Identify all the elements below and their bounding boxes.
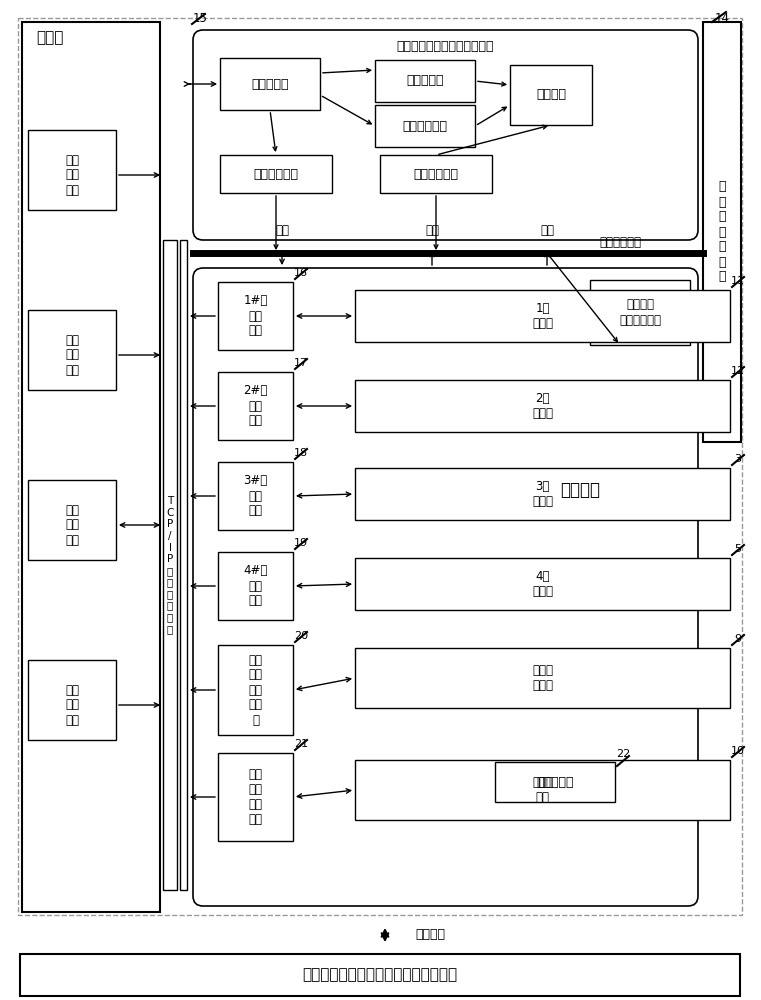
Text: 数据传输网络: 数据传输网络 bbox=[599, 236, 641, 249]
Bar bbox=[218, 282, 293, 350]
Text: 仿真
模型
切换: 仿真 模型 切换 bbox=[65, 684, 79, 726]
Bar bbox=[590, 280, 690, 345]
Text: 数据接口: 数据接口 bbox=[415, 928, 445, 942]
Text: 数
据
处
理
仿
真
机: 数 据 处 理 仿 真 机 bbox=[718, 180, 726, 284]
Bar bbox=[163, 240, 177, 890]
Text: 上位机: 上位机 bbox=[37, 30, 64, 45]
Bar bbox=[510, 65, 592, 125]
Text: 3#电
机变
频器: 3#电 机变 频器 bbox=[244, 475, 268, 518]
Bar bbox=[22, 22, 160, 912]
Text: 数据输出板卡: 数据输出板卡 bbox=[253, 167, 298, 180]
Text: 仿真
过程
监控: 仿真 过程 监控 bbox=[65, 504, 79, 546]
Text: 1号
电动机: 1号 电动机 bbox=[532, 302, 553, 330]
Text: 4#电
机变
频器: 4#电 机变 频器 bbox=[244, 564, 268, 607]
Text: 水力
测功
器控
制器: 水力 测功 器控 制器 bbox=[249, 768, 263, 826]
Bar bbox=[220, 155, 332, 193]
Text: 1#电
机变
频器: 1#电 机变 频器 bbox=[244, 294, 268, 338]
Text: 燃气轮机模型: 燃气轮机模型 bbox=[403, 119, 447, 132]
Text: 实时求解: 实时求解 bbox=[536, 89, 566, 102]
Bar bbox=[218, 552, 293, 620]
Text: 仿真
方案
选择: 仿真 方案 选择 bbox=[65, 334, 79, 376]
Text: 仿真
数据
显示: 仿真 数据 显示 bbox=[65, 153, 79, 196]
Text: 10: 10 bbox=[731, 746, 745, 756]
Bar bbox=[355, 290, 730, 342]
Text: 柴油机模型: 柴油机模型 bbox=[406, 75, 444, 88]
Bar bbox=[218, 372, 293, 440]
Text: 3号
电动机: 3号 电动机 bbox=[532, 480, 553, 508]
Bar bbox=[28, 310, 116, 390]
FancyBboxPatch shape bbox=[193, 268, 698, 906]
Bar bbox=[20, 954, 740, 996]
Bar bbox=[355, 648, 730, 708]
FancyBboxPatch shape bbox=[193, 30, 698, 240]
Text: 16: 16 bbox=[294, 268, 308, 278]
Bar bbox=[355, 380, 730, 432]
Text: 转速: 转速 bbox=[275, 225, 289, 237]
Text: 14: 14 bbox=[715, 11, 730, 24]
Bar bbox=[28, 660, 116, 740]
Text: 2#电
机变
频器: 2#电 机变 频器 bbox=[244, 384, 268, 428]
Text: 17: 17 bbox=[294, 358, 308, 368]
Bar bbox=[218, 645, 293, 735]
Bar bbox=[495, 762, 615, 802]
Bar bbox=[355, 760, 730, 820]
Text: 21: 21 bbox=[294, 739, 308, 749]
Bar bbox=[380, 155, 492, 193]
Text: 转速: 转速 bbox=[425, 225, 439, 237]
Text: 9: 9 bbox=[734, 634, 741, 644]
Text: 水力测
功器: 水力测 功器 bbox=[532, 776, 553, 804]
Bar bbox=[355, 468, 730, 520]
Text: 5: 5 bbox=[734, 544, 741, 554]
Bar bbox=[375, 105, 475, 147]
Text: 22: 22 bbox=[616, 749, 630, 759]
Text: 电涡
轮测
功器
控制
器: 电涡 轮测 功器 控制 器 bbox=[249, 654, 263, 726]
Text: 4号
电动机: 4号 电动机 bbox=[532, 570, 553, 598]
Text: 2号
电动机: 2号 电动机 bbox=[532, 392, 553, 420]
Text: 安防检测器: 安防检测器 bbox=[537, 776, 574, 788]
Text: 控制器模型: 控制器模型 bbox=[251, 78, 288, 91]
Text: 3: 3 bbox=[734, 454, 741, 464]
Text: 执行机构
实物模拟系统: 执行机构 实物模拟系统 bbox=[619, 298, 661, 326]
Text: 联合动力装置半物理仿真平台监测系统: 联合动力装置半物理仿真平台监测系统 bbox=[302, 968, 457, 982]
Bar bbox=[355, 558, 730, 610]
Text: 19: 19 bbox=[294, 538, 308, 548]
Bar bbox=[703, 22, 741, 442]
Bar bbox=[28, 480, 116, 560]
Text: T
C
P
/
I
P
、
串
口
通
讯
端: T C P / I P 、 串 口 通 讯 端 bbox=[167, 496, 174, 634]
Text: 电涡轮
测功器: 电涡轮 测功器 bbox=[532, 664, 553, 692]
Bar bbox=[218, 753, 293, 841]
Text: 12: 12 bbox=[731, 366, 745, 376]
Text: 联合动力装置半物理仿真系统: 联合动力装置半物理仿真系统 bbox=[396, 39, 494, 52]
Text: 扭矩: 扭矩 bbox=[540, 225, 554, 237]
Bar bbox=[28, 130, 116, 210]
Text: 20: 20 bbox=[294, 631, 308, 641]
Bar bbox=[375, 60, 475, 102]
Text: 18: 18 bbox=[294, 448, 308, 458]
Text: 11: 11 bbox=[731, 276, 745, 286]
Text: 数据采集板卡: 数据采集板卡 bbox=[413, 167, 458, 180]
Bar bbox=[18, 18, 742, 915]
Bar bbox=[180, 240, 187, 890]
Text: 15: 15 bbox=[193, 11, 208, 24]
Text: 物理实体: 物理实体 bbox=[560, 481, 600, 499]
Bar bbox=[220, 58, 320, 110]
Bar bbox=[218, 462, 293, 530]
